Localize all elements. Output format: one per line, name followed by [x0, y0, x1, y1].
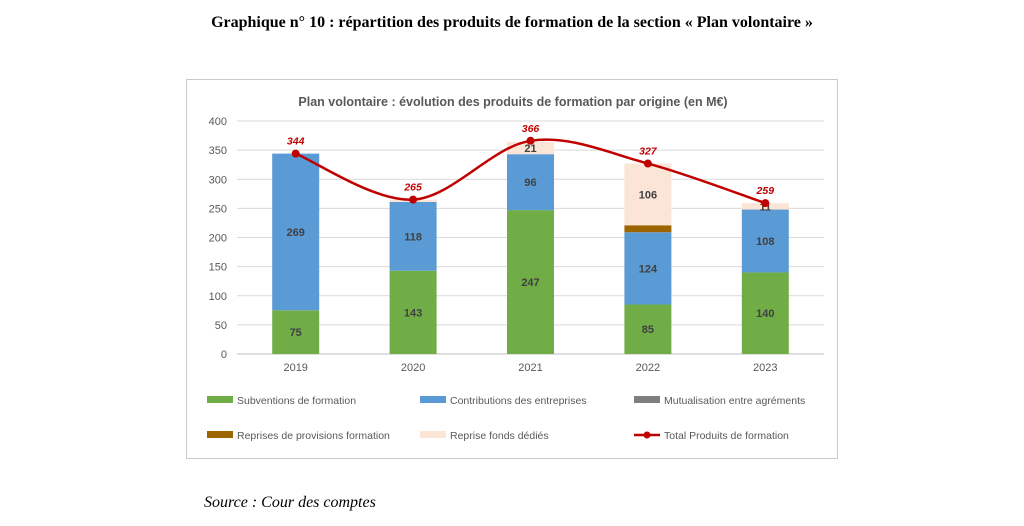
- y-tick-label: 400: [209, 116, 227, 128]
- bar-value-label: 85: [642, 324, 654, 336]
- bar-segment: [389, 270, 437, 354]
- legend-swatch: [420, 431, 446, 438]
- bar-segment: [507, 210, 554, 354]
- bar-value-label: 75: [290, 327, 302, 339]
- bar-segment: [741, 272, 789, 354]
- legend-label: Reprises de provisions formation: [237, 430, 390, 442]
- total-point: [409, 195, 418, 204]
- y-tick-label: 150: [209, 262, 227, 274]
- bar-value-label: 21: [524, 143, 536, 155]
- x-axis-ticks: 2019 2020 2021 2022 2023: [283, 362, 777, 374]
- x-tick-label: 2019: [283, 362, 307, 374]
- total-value-label: 366: [522, 123, 540, 135]
- bar-segment: [741, 209, 789, 273]
- bar-segment: [624, 232, 672, 305]
- legend-marker: [643, 431, 651, 439]
- legend-swatch: [634, 396, 660, 403]
- total-value-label: 265: [403, 182, 422, 194]
- bar-segment: [624, 163, 672, 226]
- bar-value-label: 106: [639, 189, 657, 201]
- y-axis-ticks: 0 50 100 150 200 250 300 350 400: [209, 116, 227, 361]
- bar-value-label: 11: [759, 201, 771, 213]
- document-title: Graphique n° 10 : répartition des produi…: [211, 14, 813, 31]
- bar-value-label: 124: [639, 263, 658, 275]
- y-tick-label: 50: [215, 320, 227, 332]
- total-value-label: 344: [287, 136, 305, 148]
- bar-value-label: 247: [521, 277, 539, 289]
- legend-label: Contributions des entreprises: [450, 395, 587, 407]
- chart: Plan volontaire : évolution des produits…: [207, 95, 824, 442]
- legend-label: Subventions de formation: [237, 395, 356, 407]
- x-tick-label: 2023: [753, 362, 777, 374]
- bar-value-label: 269: [287, 227, 305, 239]
- source-note: Source : Cour des comptes: [204, 494, 376, 511]
- y-tick-label: 350: [209, 145, 227, 157]
- bar-segment: [624, 225, 672, 233]
- legend-label: Total Produits de formation: [664, 430, 789, 442]
- x-tick-label: 2020: [401, 362, 425, 374]
- total-value-label: 259: [756, 185, 775, 197]
- legend-swatch: [420, 396, 446, 403]
- total-point: [761, 199, 770, 208]
- y-tick-label: 100: [209, 291, 227, 303]
- total-line: 344 265 366 327 259: [287, 123, 775, 208]
- legend-label: Reprise fonds dédiés: [450, 430, 549, 442]
- bar-segment: [507, 154, 554, 211]
- bar-value-label: 108: [756, 236, 774, 248]
- total-value-label: 327: [639, 146, 658, 158]
- bar-value-label: 140: [756, 308, 774, 320]
- bar-segment: [272, 153, 320, 311]
- bar-value-label: 96: [524, 177, 536, 189]
- chart-title: Plan volontaire : évolution des produits…: [298, 95, 727, 109]
- bars: [272, 141, 789, 354]
- bar-value-label: 118: [404, 231, 422, 243]
- y-tick-label: 200: [209, 233, 227, 245]
- legend-label: Mutualisation entre agréments: [664, 395, 805, 407]
- x-tick-label: 2021: [518, 362, 542, 374]
- y-tick-label: 0: [221, 349, 227, 361]
- bar-segment: [624, 304, 672, 354]
- bar-labels: 75 269 143 118 247 96 21 85 124 106 140 108 11: [287, 143, 775, 339]
- total-point: [291, 149, 300, 158]
- y-tick-label: 300: [209, 174, 227, 186]
- y-tick-label: 250: [209, 203, 227, 215]
- legend: Subventions de formation Contributions de…: [207, 395, 805, 442]
- total-point: [526, 136, 535, 145]
- total-point: [643, 159, 652, 168]
- bar-segment: [272, 310, 320, 354]
- chart-frame: Plan volontaire : évolution des produits…: [186, 79, 838, 459]
- x-tick-label: 2022: [636, 362, 660, 374]
- legend-swatch: [207, 431, 233, 438]
- bar-segment: [389, 201, 437, 271]
- legend-swatch: [207, 396, 233, 403]
- bar-value-label: 143: [404, 307, 422, 319]
